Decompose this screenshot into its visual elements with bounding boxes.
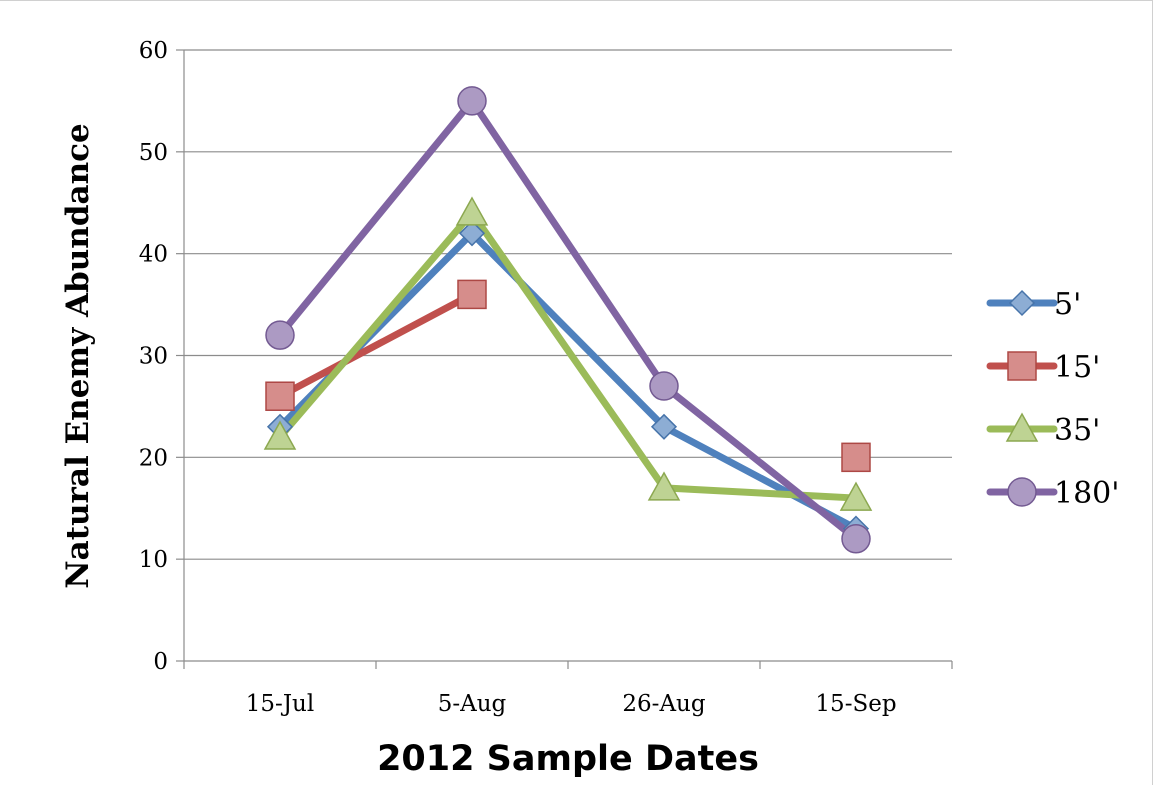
y-tick-label: 40 bbox=[139, 242, 168, 268]
legend-marker bbox=[1007, 477, 1037, 507]
y-tick-label: 20 bbox=[139, 445, 168, 471]
x-tick-label: 15-Jul bbox=[246, 691, 314, 717]
series-lines bbox=[276, 97, 860, 543]
legend-marker bbox=[1007, 351, 1037, 381]
legend-label: 180' bbox=[1054, 476, 1120, 511]
x-tick-label: 5-Aug bbox=[438, 691, 507, 717]
data-point bbox=[457, 279, 487, 310]
data-point bbox=[457, 86, 487, 116]
data-point bbox=[650, 413, 678, 440]
legend-marker bbox=[1005, 412, 1039, 442]
data-point bbox=[839, 481, 873, 511]
legend-label: 35' bbox=[1054, 413, 1100, 448]
series-line bbox=[276, 97, 860, 543]
y-tick-label: 50 bbox=[139, 140, 168, 166]
y-tick-label: 10 bbox=[139, 547, 168, 573]
series-markers bbox=[263, 86, 873, 554]
series-line bbox=[276, 209, 860, 502]
y-tick-label: 30 bbox=[139, 344, 168, 370]
legend-label: 15' bbox=[1054, 350, 1100, 385]
data-point bbox=[263, 420, 297, 450]
series-line bbox=[276, 229, 860, 533]
data-point bbox=[841, 442, 871, 473]
legend: 5' 15' 35' 180' bbox=[986, 287, 1120, 511]
data-point bbox=[455, 196, 489, 226]
data-point bbox=[458, 220, 486, 247]
x-tick-label: 26-Aug bbox=[622, 691, 705, 717]
y-tick-label: 0 bbox=[153, 649, 168, 675]
axes: 0 10 20 30 40 50 60 15-Jul 5-Aug 26-Aug 15-Sep bbox=[139, 38, 953, 717]
series-line bbox=[276, 290, 476, 400]
data-point bbox=[647, 471, 681, 501]
data-point bbox=[841, 524, 871, 554]
data-point bbox=[649, 371, 679, 401]
data-point bbox=[265, 320, 295, 350]
y-axis-label: Natural Enemy Abundance bbox=[60, 123, 96, 588]
gridlines bbox=[184, 49, 952, 560]
x-tick-label: 15-Sep bbox=[815, 691, 896, 717]
data-point bbox=[265, 381, 295, 411]
legend-label: 5' bbox=[1054, 287, 1081, 322]
legend-marker bbox=[1008, 289, 1036, 317]
y-tick-label: 60 bbox=[139, 38, 168, 64]
x-axis-label: 2012 Sample Dates bbox=[377, 739, 759, 779]
